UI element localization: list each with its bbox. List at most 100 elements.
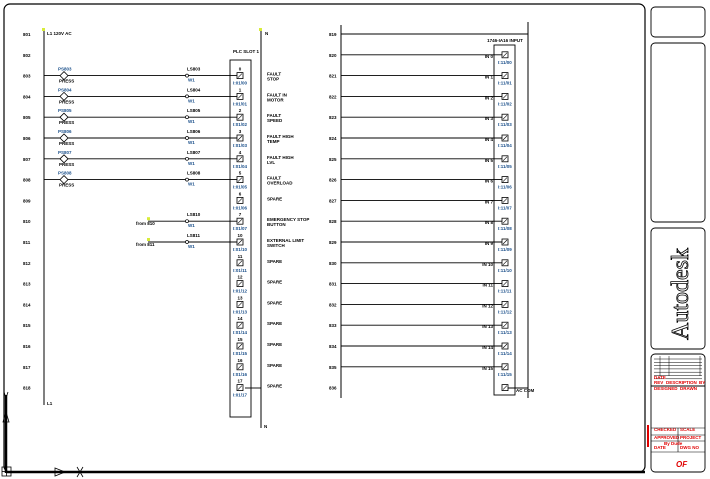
contact-tag: LS807: [187, 150, 201, 155]
rung-number: 830: [329, 261, 337, 266]
terminal-slash: [237, 156, 243, 162]
rung-801: 801: [23, 32, 31, 37]
input-label: IN 0: [485, 54, 494, 59]
rung-number: 828: [329, 219, 337, 224]
contact-icon: [185, 219, 189, 224]
wire-number: W1: [188, 98, 195, 103]
terminal-number: 12: [237, 275, 243, 280]
rung-number: 816: [23, 344, 31, 349]
rung-811: 811 from 811 LS811 W1 10 I:01/10 EXTERNAL LIMI…: [23, 233, 304, 252]
revision-header: DESCRIPTION: [666, 380, 697, 385]
rung-number: 824: [329, 136, 337, 141]
rung-820: 820 IN 0 I:11/00: [329, 51, 512, 65]
input-label: IN 9: [485, 241, 494, 246]
pressure-switch-icon: [59, 71, 69, 81]
terminal-number: 4: [239, 150, 242, 155]
rung-832: 832 IN 12 I:11/12: [329, 300, 512, 314]
terminal-number: 17: [237, 379, 243, 384]
input-address: I:11/01: [498, 81, 512, 86]
rung-number: 814: [23, 302, 31, 307]
terminal-address: I:01/16: [233, 372, 248, 377]
input-description: FAULT IN MOTOR: [267, 92, 287, 102]
input-label: IN 15: [482, 366, 493, 371]
title-field-label: SCALE: [680, 427, 695, 432]
input-address: I:11/05: [498, 164, 512, 169]
switch-type: PRESS: [59, 183, 74, 188]
title-panel-0: [650, 6, 706, 38]
terminal-number: 14: [237, 316, 243, 321]
terminal-slash: [502, 114, 508, 120]
terminal-number: 11: [238, 254, 243, 259]
wire-marker: [259, 28, 262, 31]
input-description: EXTERNAL LIMIT SWITCH: [267, 238, 304, 248]
rung-number: 835: [329, 365, 337, 370]
input-address: I:11/12: [498, 309, 512, 314]
input-label: IN 8: [485, 220, 494, 225]
input-description: FAULT SPEED: [267, 113, 283, 123]
rung-819: 819: [329, 32, 337, 37]
terminal-address: I:01/02: [233, 122, 248, 127]
rung-number: 806: [23, 136, 31, 141]
terminal-address: I:01/10: [233, 247, 248, 252]
module-header: PLC SLOT 1: [233, 49, 259, 54]
input-address: I:11/09: [498, 247, 512, 252]
rung-number: 825: [329, 157, 337, 162]
terminal-number: 10: [237, 233, 243, 238]
terminal-slash: [502, 322, 508, 328]
right-rail-bottom-label: N: [264, 424, 267, 429]
wire-number: W1: [188, 244, 195, 249]
pressure-switch-icon: [59, 154, 69, 164]
rung-number: 802: [23, 53, 31, 58]
terminal-address: I:01/14: [233, 330, 248, 335]
rung-number: 810: [23, 219, 31, 224]
wire-number: W1: [188, 161, 195, 166]
right-rail-label: N: [265, 31, 268, 36]
terminal-slash: [502, 156, 508, 162]
rung-807: 807 PS807 PRESS LS807 W1 4 I:01/04 FAULT HIGH LV…: [23, 150, 294, 169]
terminal-slash: [502, 239, 508, 245]
input-label: IN 2: [485, 95, 494, 100]
rung-829: 829 IN 9 I:11/09: [329, 238, 512, 252]
left-rail-bottom-label: L1: [47, 401, 53, 406]
terminal-slash: [237, 302, 243, 307]
terminal-number: 2: [239, 108, 242, 113]
contact-tag: LS803: [187, 67, 201, 72]
terminal-slash: [237, 218, 243, 224]
switch-tag: PS805: [58, 108, 72, 113]
input-address: I:11/07: [498, 205, 512, 210]
sheet-border: [3, 3, 646, 473]
input-description: SPARE: [267, 300, 282, 305]
input-description: SPARE: [267, 384, 282, 389]
terminal-slash: [237, 94, 243, 99]
input-address: I:11/14: [498, 351, 512, 356]
rung-817: 817 16 I:01/16 SPARE: [23, 358, 282, 377]
rung-number: 821: [329, 74, 337, 79]
terminal-slash: [237, 135, 243, 141]
contact-tag: LS808: [187, 171, 201, 176]
title-panel-1: [650, 42, 706, 223]
input-label: IN 12: [482, 303, 493, 308]
terminal-address: I:01/06: [233, 205, 248, 210]
input-address: I:11/00: [498, 60, 512, 65]
input-address: I:11/08: [498, 226, 512, 231]
rung-827: 827 IN 7 I:11/07: [329, 196, 512, 210]
wire-number: W1: [188, 119, 195, 124]
rung-number: 834: [329, 344, 337, 349]
sheet-label: OF: [676, 460, 688, 469]
wire-marker: [147, 238, 150, 241]
input-label: IN 14: [482, 345, 493, 350]
terminal-number: 15: [237, 337, 243, 342]
rung-833: 833 IN 13 I:11/13: [329, 321, 512, 335]
title-field-label: APPROVED: [654, 435, 680, 440]
input-label: IN 5: [485, 158, 494, 163]
terminal-slash: [237, 114, 243, 120]
terminal-address: I:01/11: [233, 268, 247, 273]
rung-number: 811: [23, 240, 31, 245]
ucs-icon: [1, 391, 84, 478]
terminal-address: I:01/05: [233, 185, 248, 190]
input-address: I:11/04: [498, 143, 512, 148]
terminal-slash: [502, 218, 508, 224]
rung-831: 831 IN 11 I:11/11: [329, 280, 512, 294]
terminal-slash: [237, 73, 243, 78]
